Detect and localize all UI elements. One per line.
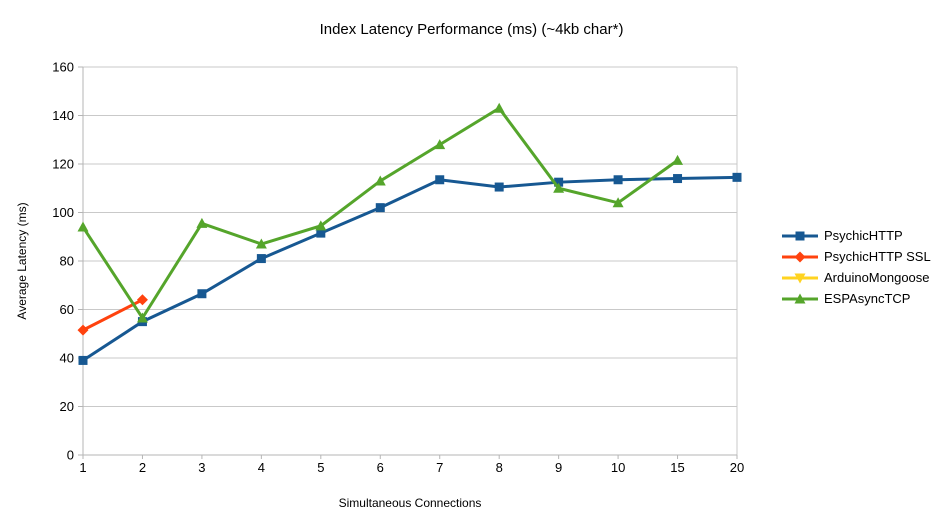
data-point-marker: [316, 228, 326, 238]
diamond-marker-sample-icon: [782, 251, 818, 262]
legend-item-psychichttp: PsychicHTTP: [782, 228, 931, 243]
data-point-marker: [136, 312, 148, 323]
data-point-marker: [435, 175, 445, 185]
x-tick-label: 5: [317, 460, 324, 475]
x-axis-title: Simultaneous Connections: [339, 496, 482, 510]
data-point-marker: [794, 273, 806, 283]
x-tick-label: 8: [496, 460, 503, 475]
legend-item-arduinomongoose: ArduinoMongoose: [782, 270, 931, 285]
triangle-down-marker-sample-icon: [782, 273, 818, 283]
x-tick-label: 3: [198, 460, 205, 475]
data-point-marker: [613, 175, 623, 185]
legend-item-label: PsychicHTTP SSL: [824, 249, 931, 264]
legend-item-label: ArduinoMongoose: [824, 270, 930, 285]
y-tick-label: 40: [60, 351, 74, 366]
x-tick-label: 20: [730, 460, 744, 475]
data-point-marker: [255, 238, 267, 249]
data-point-marker: [732, 172, 742, 182]
legend-item-espasynctcp: ESPAsyncTCP: [782, 291, 931, 306]
x-tick-label: 10: [611, 460, 625, 475]
data-point-marker: [375, 203, 385, 213]
x-tick-label: 6: [377, 460, 384, 475]
y-tick-label: 0: [67, 448, 74, 463]
data-point-marker: [673, 174, 683, 184]
x-tick-label: 9: [555, 460, 562, 475]
data-point-marker: [795, 231, 805, 240]
data-point-marker: [197, 289, 207, 299]
x-tick-label: 4: [258, 460, 265, 475]
y-tick-label: 60: [60, 302, 74, 317]
triangle-up-marker-sample-icon: [782, 293, 818, 303]
data-point-marker: [612, 197, 624, 208]
data-point-marker: [136, 294, 148, 306]
y-tick-label: 140: [52, 108, 74, 123]
x-tick-label: 7: [436, 460, 443, 475]
y-tick-label: 100: [52, 205, 74, 220]
data-point-marker: [315, 220, 327, 231]
data-point-marker: [434, 139, 446, 150]
data-point-marker: [77, 221, 89, 232]
legend-item-psychichttp-ssl: PsychicHTTP SSL: [782, 249, 931, 264]
data-point-marker: [553, 182, 565, 193]
plot-layer: 0 20 40 60 80 100 120 140 160 1 2 3 4 5 6 7 8 9 10 15 20: [52, 60, 744, 476]
y-axis-title: Average Latency (ms): [15, 202, 29, 319]
data-point-marker: [77, 324, 89, 336]
data-point-marker: [374, 175, 386, 186]
series-line-psychichttp: [82, 175, 738, 362]
y-tick-label: 160: [52, 60, 74, 75]
legend: PsychicHTTP PsychicHTTP SSL ArduinoMongoos…: [782, 228, 931, 306]
chart-title: Index Latency Performance (ms) (~4kb cha…: [319, 21, 624, 38]
y-tick-label: 120: [52, 157, 74, 172]
x-tick-label: 2: [139, 460, 146, 475]
data-point-marker: [493, 102, 505, 113]
series-line-espasynctcp: [81, 106, 679, 321]
x-tick-label: 15: [670, 460, 684, 475]
data-point-marker: [794, 293, 806, 303]
legend-item-label: PsychicHTTP: [824, 228, 903, 243]
y-tick-label: 80: [60, 254, 74, 269]
data-point-marker: [494, 182, 504, 192]
data-point-marker: [256, 254, 266, 264]
data-point-marker: [78, 355, 88, 365]
data-point-marker: [672, 154, 684, 165]
square-marker-sample-icon: [782, 231, 818, 240]
y-tick-label: 20: [60, 399, 74, 414]
legend-item-label: ESPAsyncTCP: [824, 291, 911, 306]
data-point-marker: [794, 251, 806, 262]
data-point-marker: [196, 217, 208, 228]
x-tick-label: 1: [79, 460, 86, 475]
